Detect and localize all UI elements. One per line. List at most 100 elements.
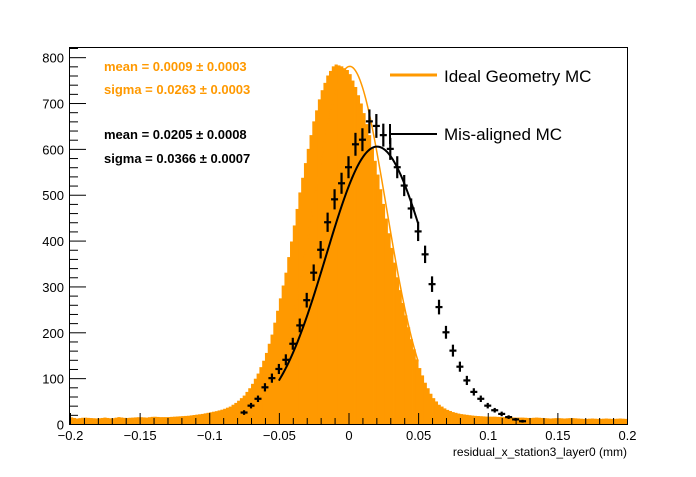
fit-curve bbox=[278, 145, 420, 382]
histogram-bar bbox=[615, 418, 620, 424]
histogram-bar bbox=[103, 417, 107, 424]
data-point bbox=[477, 395, 485, 402]
histogram-bar bbox=[198, 414, 202, 424]
histogram-bar bbox=[546, 418, 550, 424]
histogram-bar bbox=[273, 322, 277, 424]
histogram-bar bbox=[568, 418, 572, 424]
data-point bbox=[435, 299, 443, 315]
histogram-bar bbox=[393, 262, 397, 424]
histogram-bar bbox=[203, 413, 207, 424]
histogram-bar bbox=[604, 418, 608, 424]
data-point bbox=[428, 276, 436, 292]
histogram-bar bbox=[175, 416, 180, 424]
x-tick-label: 0.15 bbox=[545, 428, 570, 443]
histogram-bar bbox=[298, 192, 302, 424]
histogram-bar bbox=[195, 414, 199, 424]
histogram-bar bbox=[367, 135, 372, 424]
histogram-bar bbox=[81, 417, 85, 424]
histogram-bar bbox=[75, 418, 79, 424]
histogram-bar bbox=[362, 113, 366, 425]
histogram-bar bbox=[206, 412, 210, 424]
histogram-ideal-geometry bbox=[70, 64, 628, 425]
histogram-bar bbox=[557, 418, 561, 424]
histogram-bar bbox=[267, 343, 271, 424]
plot-frame bbox=[69, 47, 628, 425]
y-tick-label: 400 bbox=[42, 234, 64, 249]
fit-curve-misaligned bbox=[278, 145, 420, 382]
histogram-bar bbox=[540, 417, 544, 424]
y-tick-label: 700 bbox=[42, 97, 64, 112]
histogram-bar bbox=[142, 417, 146, 424]
histogram-bar bbox=[173, 416, 177, 424]
histogram-bar bbox=[473, 415, 477, 424]
data-point bbox=[351, 132, 359, 156]
histogram-bar bbox=[225, 407, 230, 424]
data-point bbox=[414, 221, 422, 242]
histogram-bar bbox=[231, 404, 235, 424]
histogram-bar bbox=[264, 352, 269, 424]
histogram-bar bbox=[370, 147, 374, 424]
x-axis-label: residual_x_station3_layer0 (mm) bbox=[453, 445, 627, 459]
histogram-bar bbox=[212, 411, 216, 424]
histogram-bar bbox=[601, 418, 606, 424]
histogram-bar bbox=[186, 415, 191, 424]
histogram-bar bbox=[134, 417, 138, 424]
histogram-bar bbox=[317, 99, 322, 425]
histogram-bar bbox=[320, 90, 324, 424]
histogram-bar bbox=[490, 416, 494, 424]
histogram-bar bbox=[596, 418, 600, 424]
histogram-bar bbox=[125, 417, 129, 424]
legend-label-misaligned: Mis-aligned MC bbox=[444, 125, 562, 144]
histogram-bar bbox=[245, 391, 249, 424]
histogram-bar bbox=[613, 418, 617, 424]
histogram-bar bbox=[164, 417, 168, 424]
histogram-bar bbox=[114, 417, 118, 424]
histogram-bar bbox=[181, 416, 185, 424]
histogram-bar bbox=[401, 302, 405, 424]
histogram-bar bbox=[184, 415, 188, 424]
data-point bbox=[372, 114, 380, 138]
data-point bbox=[358, 128, 366, 152]
histogram-bar bbox=[217, 410, 221, 424]
data-point bbox=[324, 212, 332, 232]
histogram-bar bbox=[462, 414, 466, 424]
data-point bbox=[498, 411, 506, 417]
histogram-bar bbox=[334, 64, 338, 424]
fit-curve bbox=[278, 65, 419, 370]
histogram-bar bbox=[78, 418, 82, 424]
histogram-bar bbox=[529, 417, 533, 424]
stat-ideal-sigma: sigma = 0.0263 ± 0.0003 bbox=[104, 82, 250, 97]
histogram-bar bbox=[354, 86, 358, 424]
x-tick-label: 0.2 bbox=[618, 428, 636, 443]
histogram-bar bbox=[83, 417, 88, 424]
histogram-bar bbox=[278, 298, 283, 424]
histogram-bar bbox=[309, 135, 313, 424]
x-tick-label: −0.15 bbox=[124, 428, 157, 443]
data-point bbox=[310, 264, 318, 281]
histogram-bar bbox=[253, 378, 257, 424]
histogram-bar bbox=[590, 418, 594, 424]
data-point bbox=[519, 419, 527, 423]
histogram-bar bbox=[621, 418, 625, 424]
data-point bbox=[254, 395, 262, 402]
histogram-bar bbox=[351, 80, 355, 424]
histogram-bar bbox=[290, 241, 294, 424]
data-point bbox=[456, 361, 464, 372]
histogram-bar bbox=[599, 418, 603, 424]
histogram-bar bbox=[284, 272, 288, 424]
histogram-bar bbox=[220, 409, 224, 424]
histogram-bar bbox=[418, 368, 422, 424]
histogram-bar bbox=[139, 417, 143, 424]
histogram-bar bbox=[532, 417, 536, 424]
data-point bbox=[331, 189, 339, 210]
histogram-bar bbox=[576, 418, 581, 424]
histogram-bar bbox=[445, 409, 450, 424]
histogram-bar bbox=[303, 163, 308, 424]
histogram-bar bbox=[150, 416, 154, 424]
histogram-bar bbox=[512, 417, 516, 424]
histogram-bar bbox=[86, 417, 90, 424]
histogram-bar bbox=[276, 310, 280, 424]
histogram-bar bbox=[496, 416, 500, 424]
x-tick-label: −0.2 bbox=[58, 428, 84, 443]
